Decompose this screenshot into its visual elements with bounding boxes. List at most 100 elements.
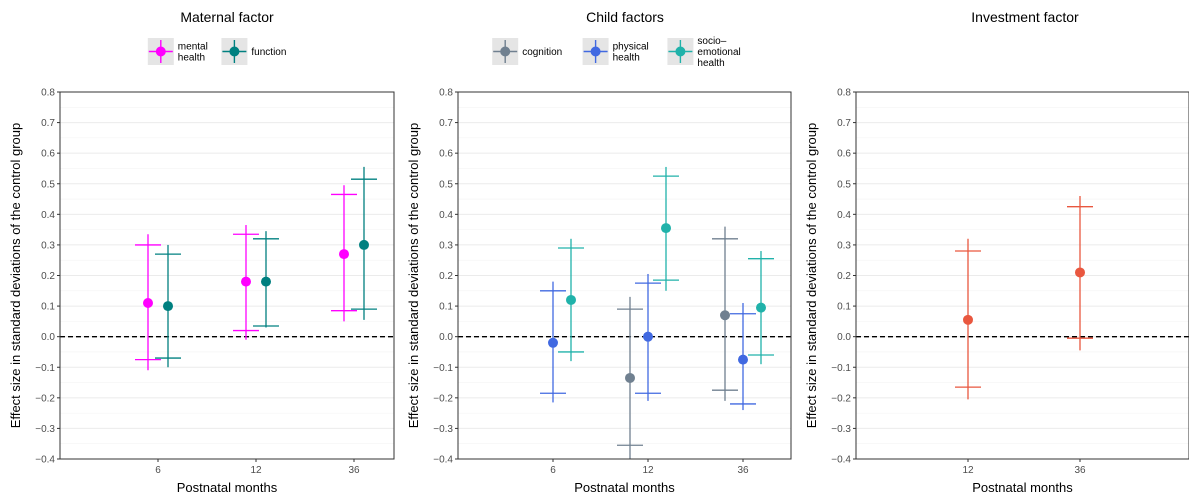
x-tick-label: 12: [250, 465, 262, 476]
legend-label: cognition: [522, 47, 562, 58]
data-point: [233, 225, 259, 340]
y-tick-label: 0.3: [837, 240, 851, 251]
legend-key-1: [147, 38, 174, 65]
x-tick-label: 12: [962, 465, 974, 476]
legend-key-3: [667, 38, 694, 65]
data-point: [617, 296, 643, 459]
point-estimate: [643, 331, 653, 342]
legend-key-dot: [500, 46, 511, 57]
y-tick-label: −0.1: [433, 363, 453, 374]
legend-label: health: [178, 53, 205, 64]
chart-title: Child factors: [586, 9, 664, 25]
y-tick-label: 0.3: [41, 240, 55, 251]
y-tick-label: 0.6: [837, 149, 851, 160]
y-tick-label: −0.2: [35, 393, 55, 404]
point-estimate: [1075, 267, 1085, 278]
y-tick-label: 0.1: [837, 302, 851, 313]
x-tick-label: 36: [1074, 465, 1086, 476]
y-tick-label: 0.6: [439, 149, 453, 160]
chart-title: Maternal factor: [180, 9, 274, 25]
y-axis-title: Effect size in standard deviations of th…: [804, 123, 819, 428]
point-estimate: [661, 223, 671, 234]
y-tick-label: 0.3: [439, 240, 453, 251]
y-tick-label: 0.2: [41, 271, 55, 282]
point-estimate: [738, 354, 748, 365]
legend-label: mental: [178, 42, 208, 53]
data-point: [558, 238, 584, 362]
legend-label: health: [697, 58, 724, 69]
point-estimate: [163, 301, 173, 312]
chart-title: Investment factor: [971, 9, 1079, 25]
y-axis-title: Effect size in standard deviations of th…: [8, 123, 23, 428]
data-point: [253, 231, 279, 328]
legend-key-dot: [590, 46, 601, 57]
x-tick-label: 6: [550, 465, 556, 476]
y-tick-label: 0.4: [439, 210, 453, 221]
point-estimate: [359, 239, 369, 250]
panel-border: [59, 91, 395, 460]
point-estimate: [566, 294, 576, 305]
point-estimate: [339, 249, 349, 260]
legend-key-1: [492, 38, 519, 65]
point-estimate: [756, 302, 766, 313]
x-axis-title: Postnatal months: [177, 480, 278, 495]
data-point: [351, 166, 377, 320]
y-tick-label: −0.1: [35, 363, 55, 374]
y-tick-label: 0.5: [41, 179, 55, 190]
legend-key-2: [221, 38, 248, 65]
y-tick-label: 0.0: [439, 332, 453, 343]
y-tick-label: 0.5: [439, 179, 453, 190]
data-point: [712, 226, 738, 401]
panel-border: [855, 91, 1189, 460]
data-point: [653, 166, 679, 291]
data-point: [730, 303, 756, 411]
y-tick-label: 0.1: [41, 302, 55, 313]
y-tick-label: 0.8: [41, 88, 55, 99]
data-point: [135, 234, 161, 371]
legend-key-dot: [229, 46, 240, 57]
x-axis-title: Postnatal months: [574, 480, 675, 495]
data-point: [155, 244, 181, 368]
y-tick-label: 0.7: [439, 118, 453, 129]
y-tick-label: 0.8: [837, 88, 851, 99]
point-estimate: [963, 314, 973, 325]
chart-panel-3: Investment factor −0.4 −0.3 −0.2 −0.1 0.0 0.1 0…: [804, 9, 1189, 495]
x-tick-label: 6: [155, 465, 161, 476]
y-tick-label: 0.8: [439, 88, 453, 99]
data-point: [955, 238, 981, 400]
data-point: [748, 251, 774, 365]
y-tick-label: −0.4: [433, 455, 453, 466]
point-estimate: [241, 276, 251, 287]
y-tick-label: −0.4: [35, 455, 55, 466]
y-tick-label: 0.2: [439, 271, 453, 282]
y-tick-label: −0.1: [831, 363, 851, 374]
y-tick-label: 0.7: [837, 118, 851, 129]
x-tick-label: 36: [737, 465, 749, 476]
legend-label: socio–: [697, 36, 726, 47]
y-tick-label: −0.2: [831, 393, 851, 404]
point-estimate: [143, 298, 153, 309]
y-tick-label: 0.4: [41, 210, 55, 221]
point-estimate: [261, 276, 271, 287]
panel-border: [457, 91, 792, 460]
y-tick-label: 0.7: [41, 118, 55, 129]
legend-key-2: [582, 38, 609, 65]
y-tick-label: −0.2: [433, 393, 453, 404]
y-tick-label: −0.4: [831, 455, 851, 466]
legend-key-dot: [675, 46, 686, 57]
x-tick-label: 12: [642, 465, 654, 476]
x-axis-title: Postnatal months: [972, 480, 1073, 495]
x-tick-label: 36: [348, 465, 360, 476]
y-tick-label: 0.0: [837, 332, 851, 343]
y-tick-label: −0.3: [35, 424, 55, 435]
y-tick-label: 0.0: [41, 332, 55, 343]
y-axis-title: Effect size in standard deviations of th…: [406, 123, 421, 428]
data-point: [635, 273, 661, 401]
y-tick-label: 0.5: [837, 179, 851, 190]
point-estimate: [548, 337, 558, 348]
y-tick-label: −0.3: [831, 424, 851, 435]
